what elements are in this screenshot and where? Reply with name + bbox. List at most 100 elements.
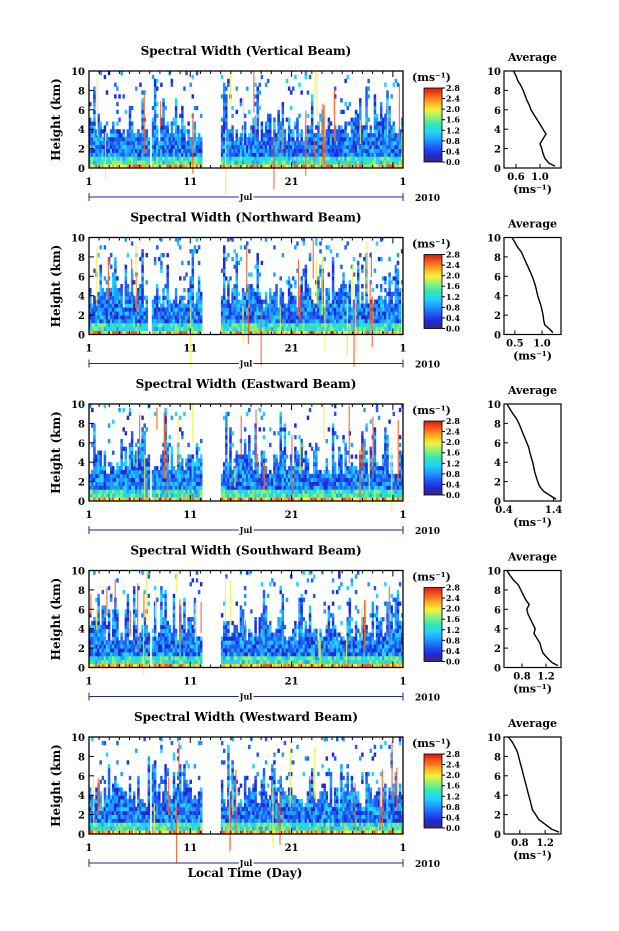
colorbar-tick-label: 2.8 <box>446 749 460 759</box>
avg-y-tick-label: 10 <box>487 567 501 578</box>
month-label: Jul <box>239 858 253 868</box>
avg-y-tick-label: 6 <box>494 439 501 450</box>
y-axis-label: Height (km) <box>49 744 63 827</box>
heatmap-field <box>89 237 404 367</box>
average-frame <box>503 736 562 835</box>
x-tick-label: 21 <box>285 344 299 355</box>
colorbar <box>423 254 443 329</box>
average-title: Average <box>507 384 557 397</box>
plot-frame <box>88 403 404 502</box>
month-label: Jul <box>239 525 253 535</box>
x-tick-label: 21 <box>285 510 299 521</box>
y-tick-label: 10 <box>71 400 85 411</box>
y-tick-label: 10 <box>71 733 85 744</box>
y-tick-label: 6 <box>78 272 85 283</box>
y-tick-label: 8 <box>78 586 85 597</box>
colorbar-tick-label: 2.4 <box>446 760 460 770</box>
x-tick-label: 1 <box>86 510 93 521</box>
y-tick-label: 6 <box>78 772 85 783</box>
x-tick-label: 21 <box>285 177 299 188</box>
panel-1: Spectral Width (Northward Beam)0246810He… <box>49 211 562 371</box>
colorbar-tick-label: 2.8 <box>446 250 460 260</box>
avg-y-tick-label: 0 <box>494 664 501 675</box>
y-tick-label: 2 <box>78 311 85 322</box>
avg-x-tick-label: 0.6 <box>507 172 524 183</box>
year-label: 2010 <box>415 194 440 204</box>
colorbar-tick-label: 0.4 <box>446 812 460 822</box>
colorbar-tick-label: 2.0 <box>446 271 460 281</box>
colorbar-tick-label: 0.0 <box>446 823 460 833</box>
panel-title: Spectral Width (Westward Beam) <box>134 710 358 724</box>
y-tick-label: 4 <box>78 125 85 136</box>
year-label: 2010 <box>415 860 440 870</box>
average-frame <box>503 236 562 336</box>
average-unit: (ms⁻¹) <box>513 350 552 363</box>
avg-x-tick-label: 0.8 <box>513 672 530 683</box>
plot-frame <box>88 70 404 169</box>
x-tick-label: 1 <box>400 677 407 688</box>
avg-y-tick-label: 6 <box>494 772 501 783</box>
plot-frame <box>88 569 404 669</box>
avg-y-tick-label: 6 <box>494 272 501 283</box>
colorbar-tick-label: 0.4 <box>446 646 460 656</box>
colorbar-tick-label: 1.6 <box>446 115 460 125</box>
y-tick-label: 10 <box>71 567 85 578</box>
avg-y-tick-label: 6 <box>494 605 501 616</box>
x-tick-label: 11 <box>183 344 197 355</box>
x-tick-label: 1 <box>86 177 93 188</box>
colorbar-tick-label: 2.4 <box>446 94 460 104</box>
colorbar-tick-label: 1.6 <box>446 781 460 791</box>
y-tick-label: 6 <box>78 439 85 450</box>
colorbar-tick-label: 1.6 <box>446 281 460 291</box>
average-unit: (ms⁻¹) <box>513 516 552 529</box>
colorbar-tick-label: 2.4 <box>446 593 460 603</box>
average-profile-line <box>507 736 560 833</box>
colorbar-tick-label: 1.2 <box>446 791 460 801</box>
colorbar-tick-label: 0.8 <box>446 469 460 479</box>
panel-0: Spectral Width (Vertical Beam)0246810Hei… <box>49 44 562 204</box>
colorbar-tick-label: 0.8 <box>446 635 460 645</box>
y-tick-label: 0 <box>78 497 85 508</box>
panel-title: Spectral Width (Vertical Beam) <box>141 44 352 58</box>
colorbar <box>423 753 443 829</box>
y-tick-label: 4 <box>78 791 85 802</box>
colorbar-unit: (ms⁻¹) <box>412 71 451 84</box>
y-tick-label: 8 <box>78 86 85 97</box>
avg-y-tick-label: 0 <box>494 164 501 175</box>
x-tick-label: 1 <box>86 677 93 688</box>
y-tick-label: 10 <box>71 234 85 245</box>
year-label: 2010 <box>415 694 440 704</box>
avg-y-tick-label: 10 <box>487 400 501 411</box>
x-tick-label: 1 <box>400 344 407 355</box>
colorbar-tick-label: 0.8 <box>446 302 460 312</box>
colorbar <box>423 587 443 662</box>
x-tick-label: 11 <box>183 177 197 188</box>
avg-y-tick-label: 2 <box>494 145 501 156</box>
y-tick-label: 6 <box>78 605 85 616</box>
avg-y-tick-label: 4 <box>494 791 501 802</box>
colorbar-unit: (ms⁻¹) <box>412 737 451 750</box>
average-unit: (ms⁻¹) <box>513 849 552 862</box>
avg-x-tick-label: 1.2 <box>536 838 553 849</box>
average-unit: (ms⁻¹) <box>513 683 552 696</box>
avg-x-tick-label: 1.0 <box>533 339 550 350</box>
average-profile-line <box>511 237 554 334</box>
x-tick-label: 1 <box>400 177 407 188</box>
colorbar-tick-label: 1.6 <box>446 614 460 624</box>
avg-y-tick-label: 2 <box>494 644 501 655</box>
colorbar-tick-label: 2.0 <box>446 437 460 447</box>
colorbar-tick-label: 0.8 <box>446 802 460 812</box>
y-tick-label: 8 <box>78 752 85 763</box>
panel-4: Spectral Width (Westward Beam)0246810Hei… <box>49 710 562 870</box>
y-axis-label: Height (km) <box>49 578 63 661</box>
colorbar-tick-label: 0.0 <box>446 657 460 667</box>
x-tick-label: 1 <box>86 843 93 854</box>
y-tick-label: 8 <box>78 253 85 264</box>
y-tick-label: 4 <box>78 292 85 303</box>
colorbar-tick-label: 1.2 <box>446 125 460 135</box>
avg-y-tick-label: 0 <box>494 830 501 841</box>
avg-y-tick-label: 8 <box>494 253 501 264</box>
colorbar-tick-label: 2.0 <box>446 770 460 780</box>
panels: Spectral Width (Vertical Beam)0246810Hei… <box>49 44 562 870</box>
colorbar <box>423 87 443 163</box>
